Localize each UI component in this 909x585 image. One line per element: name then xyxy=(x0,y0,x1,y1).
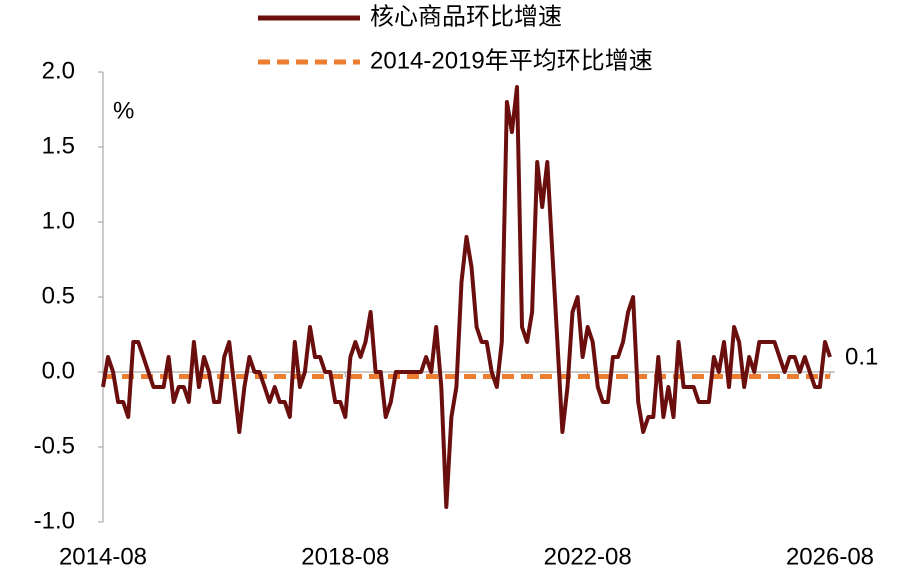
y-axis-label: % xyxy=(113,97,134,124)
y-tick-label: 0.5 xyxy=(42,282,75,309)
y-tick-label: 1.5 xyxy=(42,132,75,159)
x-tick-label: 2018-08 xyxy=(301,543,389,570)
y-tick-label: 0.0 xyxy=(42,357,75,384)
legend-label: 核心商品环比增速 xyxy=(370,3,562,30)
series-line xyxy=(101,85,832,509)
y-tick-label: 2.0 xyxy=(42,57,75,84)
y-tick-label: 1.0 xyxy=(42,207,75,234)
x-tick-label: 2026-08 xyxy=(786,543,874,570)
legend-label: 2014-2019年平均环比增速 xyxy=(370,47,653,74)
y-tick-label: -1.0 xyxy=(34,507,75,534)
y-tick-label: -0.5 xyxy=(34,432,75,459)
x-tick-label: 2014-08 xyxy=(59,543,147,570)
x-tick-label: 2022-08 xyxy=(544,543,632,570)
annotation: 0.1 xyxy=(845,343,878,370)
